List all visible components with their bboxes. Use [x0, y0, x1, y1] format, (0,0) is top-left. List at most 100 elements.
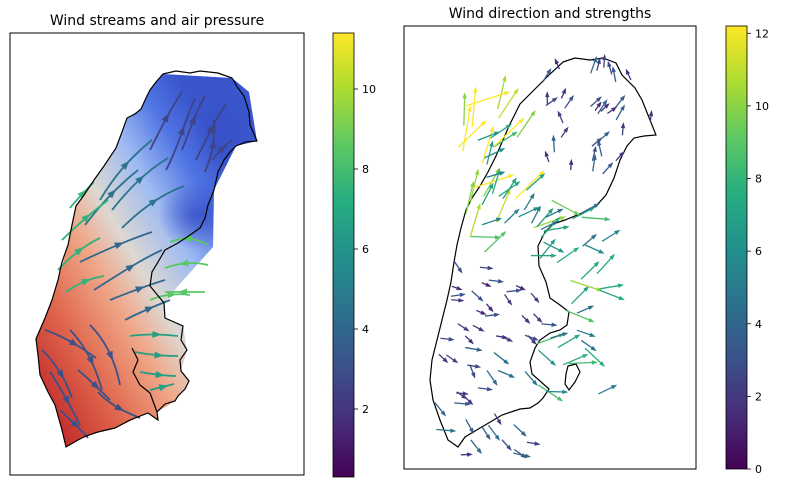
quiver-arrowhead: [561, 87, 567, 95]
quiver-arrow: [469, 171, 479, 202]
streamlines: [41, 91, 233, 439]
colorbar-tick-label: 10: [755, 100, 769, 113]
quiver-arrowhead: [476, 202, 481, 210]
quiver-arrow: [491, 171, 500, 195]
quiver-arrowhead: [619, 94, 626, 102]
quiver-arrow: [469, 206, 480, 238]
quiver-arrowhead: [487, 265, 494, 271]
quiver-arrowhead: [583, 285, 590, 292]
quiver-arrowhead: [625, 68, 631, 75]
right-colorbar: 0 2 4 6 8 10 12: [725, 25, 769, 476]
quiver-arrow: [483, 149, 503, 159]
colorbar-tick-label: 0: [755, 463, 762, 476]
quiver-arrow: [584, 347, 603, 365]
quiver-arrowhead: [559, 216, 567, 221]
quiver-arrowhead: [520, 453, 527, 459]
quiver-arrow: [536, 210, 552, 228]
quiver-arrow: [490, 125, 510, 139]
quiver-arrowhead: [589, 332, 596, 337]
streamline: [44, 329, 97, 359]
quiver-arrow: [477, 132, 498, 141]
colorbar-tick-label: 6: [362, 243, 369, 256]
left-chart-title: Wind streams and air pressure: [50, 13, 264, 29]
streamline: [111, 157, 169, 211]
quiver-arrowhead: [573, 210, 581, 216]
quiver-arrow: [601, 231, 618, 242]
quiver-arrowhead: [487, 306, 494, 313]
quiver-arrow: [599, 289, 622, 300]
streamline-arrowhead: [155, 371, 165, 378]
quiver-arrow: [463, 95, 466, 126]
quiver-arrowhead: [462, 92, 467, 99]
quiver-arrowhead: [539, 173, 546, 179]
quiver-arrow: [580, 339, 595, 350]
quiver-arrowhead: [607, 60, 612, 68]
colorbar-tick-label: 4: [755, 318, 762, 331]
quiver-arrowhead: [620, 122, 626, 129]
quiver-arrowhead: [506, 299, 513, 306]
quiver-arrow: [583, 243, 602, 253]
quiver-arrowhead: [494, 434, 501, 441]
quiver-arrow: [472, 175, 512, 189]
quiver-arrow: [580, 263, 598, 280]
quiver-arrow: [581, 216, 608, 220]
quiver-arrowhead: [511, 177, 517, 184]
quiver-arrowhead: [603, 103, 610, 109]
streamline-arrowhead: [120, 160, 130, 170]
quiver-arrowhead: [495, 217, 503, 222]
quiver-arrow: [571, 287, 588, 305]
quiver-arrowhead: [598, 249, 605, 254]
quiver-arrowhead: [544, 150, 549, 157]
quiver-arrowhead: [497, 279, 505, 284]
quiver-arrow: [436, 428, 453, 432]
quiver-arrow: [502, 179, 516, 200]
quiver-arrowhead: [538, 170, 545, 177]
quiver-arrowhead: [450, 428, 457, 433]
quiver-arrow: [498, 90, 518, 119]
quiver-arrowhead: [452, 357, 459, 364]
quiver-arrow: [516, 112, 535, 138]
quiver-arrowhead: [499, 171, 506, 176]
quiver-arrow: [493, 352, 507, 363]
quiver-arrowhead: [520, 431, 527, 437]
quiver-arrow: [465, 184, 474, 214]
streamline-arrowhead: [62, 395, 70, 406]
quiver-arrow: [471, 89, 477, 128]
quiver-arrowhead: [591, 360, 598, 365]
quiver-arrowhead: [648, 110, 654, 117]
quiver-arrowhead: [442, 357, 449, 364]
quiver-arrowhead: [468, 338, 474, 345]
quiver-arrowhead: [486, 386, 494, 392]
quiver-arrowhead: [557, 208, 564, 214]
quiver-arrowhead: [462, 391, 469, 396]
streamline-arrowhead: [135, 286, 145, 294]
quiver-arrowhead: [607, 162, 614, 169]
streamline-arrowhead: [74, 247, 84, 256]
quiver-arrowhead: [505, 123, 513, 129]
quiver-arrowhead: [456, 285, 463, 291]
quiver-arrowhead: [592, 56, 597, 63]
streamline-arrowhead: [125, 264, 136, 272]
streamline: [69, 329, 103, 391]
quiver-arrowhead: [590, 345, 597, 352]
quiver-arrowhead: [477, 295, 484, 302]
quiver-arrowhead: [588, 317, 595, 323]
quiver-arrowhead: [478, 326, 485, 332]
quiver-arrowhead: [474, 364, 482, 369]
quiver-arrowhead: [466, 452, 474, 457]
colorbar-tick-label: 8: [755, 173, 762, 186]
streamline-arrowhead: [209, 138, 217, 149]
quiver-arrowhead: [550, 360, 557, 366]
quiver-arrow: [495, 191, 510, 223]
quiver-arrowhead: [554, 58, 560, 65]
quiver-arrow: [481, 218, 500, 226]
quiver-arrowhead: [524, 318, 531, 324]
quiver-arrowhead: [550, 238, 556, 245]
quiver-arrow: [557, 335, 578, 349]
quiver-arrow: [483, 232, 505, 253]
quiver-arrow: [492, 132, 516, 148]
quiver-arrowhead: [568, 94, 574, 102]
quiver-arrowhead: [513, 87, 519, 95]
quiver-arrowhead: [492, 379, 498, 386]
